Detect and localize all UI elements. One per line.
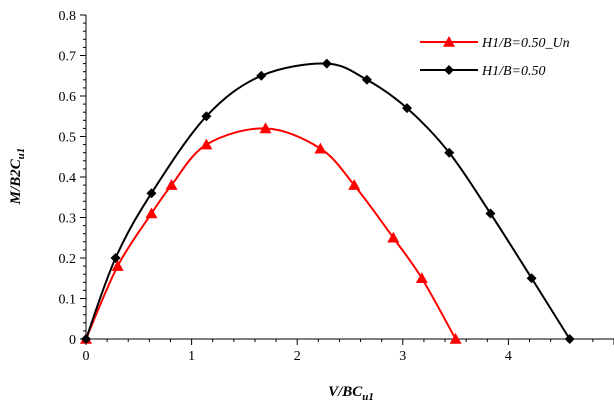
series-2 bbox=[81, 58, 575, 344]
data-point bbox=[485, 208, 496, 219]
x-tick-label: 3 bbox=[399, 349, 406, 364]
data-point bbox=[200, 138, 213, 150]
y-tick-label: 0.8 bbox=[59, 9, 77, 24]
y-tick-label: 0.4 bbox=[59, 171, 77, 186]
x-tick-label: 2 bbox=[294, 349, 301, 364]
data-point bbox=[256, 70, 267, 81]
data-point bbox=[449, 333, 462, 344]
series-line-2 bbox=[85, 62, 571, 340]
y-axis-title-main: M/B2C bbox=[8, 158, 24, 205]
legend-entry-2: H1/B=0.50 bbox=[420, 64, 546, 79]
data-point bbox=[444, 147, 455, 158]
y-axis-title: M/B2Cu1 bbox=[8, 148, 27, 206]
y-tick-label: 0.6 bbox=[59, 90, 77, 105]
data-point bbox=[526, 273, 537, 284]
y-tick-label: 0 bbox=[69, 333, 76, 348]
data-point bbox=[314, 142, 327, 154]
data-point bbox=[111, 260, 124, 271]
y-tick-label: 0.1 bbox=[59, 293, 77, 308]
y-tick-label: 0.7 bbox=[59, 50, 77, 65]
data-point bbox=[146, 188, 157, 199]
data-point bbox=[259, 122, 272, 134]
axes bbox=[80, 14, 614, 345]
data-point bbox=[402, 103, 413, 114]
x-axis-title: V/BCu1 bbox=[328, 384, 374, 403]
x-tick-label: 1 bbox=[188, 349, 195, 364]
legend: H1/B=0.50_Un H1/B=0.50 bbox=[420, 36, 570, 79]
x-tick-label: 0 bbox=[83, 349, 90, 364]
data-point bbox=[321, 58, 332, 69]
y-tick-label: 0.2 bbox=[59, 252, 77, 267]
data-point bbox=[415, 272, 428, 284]
data-point bbox=[201, 111, 212, 122]
data-point bbox=[387, 231, 400, 243]
y-tick-label: 0.3 bbox=[59, 212, 77, 227]
series-1 bbox=[80, 122, 462, 344]
data-point bbox=[564, 334, 575, 344]
legend-label-1: H1/B=0.50_Un bbox=[481, 36, 570, 51]
series-line-1 bbox=[85, 127, 457, 340]
data-point bbox=[110, 253, 121, 263]
y-tick-label: 0.5 bbox=[59, 131, 77, 146]
legend-entry-1: H1/B=0.50_Un bbox=[420, 36, 570, 51]
data-point bbox=[348, 179, 361, 190]
x-tick-label: 4 bbox=[505, 349, 512, 364]
x-tick-labels: 0 1 2 3 4 bbox=[83, 349, 512, 364]
legend-marker-2 bbox=[444, 65, 454, 75]
legend-label-2: H1/B=0.50 bbox=[481, 64, 546, 79]
data-point bbox=[81, 334, 91, 344]
series-layer bbox=[80, 58, 575, 344]
data-point bbox=[361, 74, 372, 85]
y-tick-labels: 0 0.1 0.2 0.3 0.4 0.5 0.6 0.7 0.8 bbox=[59, 9, 77, 348]
x-axis-title-sub: u1 bbox=[362, 391, 374, 403]
legend-marker-1 bbox=[443, 36, 455, 47]
y-axis-title-sub: u1 bbox=[15, 148, 27, 160]
x-axis-title-main: V/BC bbox=[328, 384, 363, 400]
data-point bbox=[145, 207, 158, 219]
data-point bbox=[165, 179, 178, 190]
